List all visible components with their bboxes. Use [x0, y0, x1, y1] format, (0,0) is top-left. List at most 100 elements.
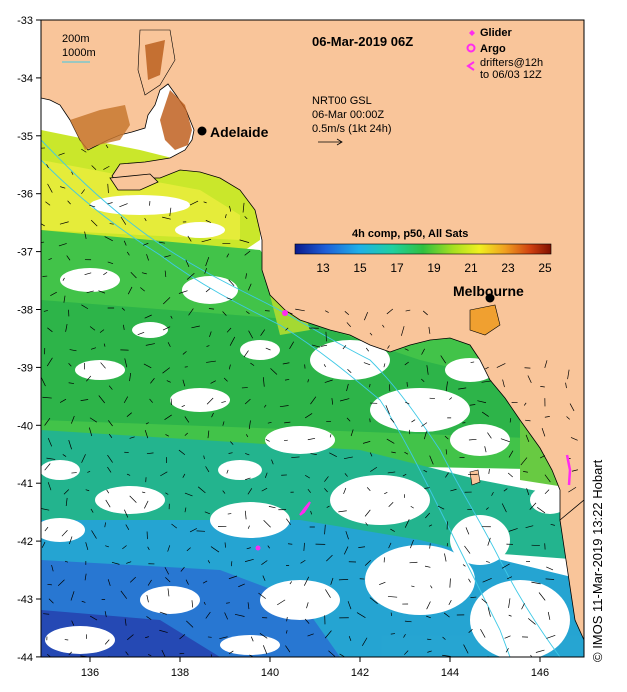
- current-arrow: [159, 611, 167, 615]
- current-arrow: [81, 454, 86, 463]
- current-arrow: [85, 489, 90, 492]
- current-arrow: [84, 272, 92, 276]
- current-arrow: [63, 489, 70, 495]
- current-arrow: [346, 417, 351, 422]
- current-arrow: [304, 413, 313, 419]
- current-arrow: [89, 615, 98, 621]
- current-arrow: [239, 239, 250, 243]
- current-arrow: [244, 477, 251, 481]
- current-arrow: [350, 429, 354, 437]
- current-arrow: [147, 579, 152, 586]
- current-arrow: [84, 573, 87, 581]
- current-arrow: [387, 596, 398, 598]
- current-arrow: [501, 503, 507, 513]
- current-arrow: [245, 311, 250, 314]
- current-arrow: [125, 651, 129, 656]
- current-arrow: [184, 492, 193, 497]
- current-arrow: [450, 488, 457, 492]
- current-arrow: [411, 419, 416, 423]
- current-arrow: [171, 523, 178, 529]
- current-arrow: [541, 428, 546, 437]
- current-arrow: [404, 620, 412, 623]
- current-arrow: [244, 510, 247, 520]
- current-arrow: [184, 416, 190, 423]
- current-arrow: [488, 468, 490, 475]
- bathy-legend-200m: 200m: [62, 33, 90, 45]
- current-arrow: [248, 330, 254, 339]
- current-arrow: [185, 259, 190, 268]
- current-arrow: [68, 651, 72, 656]
- city-label-adelaide: Adelaide: [210, 124, 269, 140]
- current-arrow: [226, 253, 230, 258]
- current-arrow: [210, 546, 220, 553]
- current-arrow: [126, 473, 131, 476]
- current-arrow: [481, 411, 489, 417]
- lat-tick-label: -43: [17, 594, 33, 606]
- current-arrow: [405, 309, 411, 312]
- current-arrow: [496, 363, 506, 368]
- current-arrow: [246, 547, 251, 550]
- current-arrow: [68, 382, 75, 384]
- current-arrow: [244, 558, 254, 562]
- current-arrow: [248, 420, 251, 430]
- bathymetry-contours: [41, 139, 561, 657]
- current-arrow: [247, 525, 250, 529]
- current-arrow: [247, 488, 253, 495]
- current-arrow: [81, 304, 89, 310]
- current-arrow: [44, 417, 51, 426]
- colorbar-tick-label: 15: [353, 261, 367, 275]
- current-arrow: [504, 635, 511, 639]
- current-arrow: [68, 440, 72, 450]
- current-arrow: [525, 525, 534, 529]
- current-arrow: [182, 379, 186, 387]
- current-arrow: [105, 144, 109, 149]
- current-arrow: [310, 396, 317, 405]
- current-arrow: [379, 581, 386, 586]
- current-arrow: [507, 472, 513, 478]
- current-arrow: [234, 613, 245, 617]
- current-arrow: [289, 581, 293, 585]
- current-arrow: [310, 453, 317, 455]
- current-arrow: [307, 633, 314, 637]
- current-legend-model: NRT00 GSL: [312, 95, 372, 107]
- melbourne-marker: [485, 293, 495, 303]
- current-arrow: [244, 250, 251, 256]
- current-arrow: [141, 272, 147, 275]
- current-arrow: [57, 579, 65, 586]
- current-arrow: [409, 561, 418, 564]
- current-arrow: [206, 397, 214, 405]
- current-arrow: [520, 457, 528, 466]
- current-arrow: [509, 418, 512, 423]
- current-arrow: [100, 362, 106, 369]
- current-arrow: [244, 216, 248, 220]
- map-plot-area: [41, 20, 584, 657]
- current-arrow: [361, 637, 368, 647]
- current-arrow: [203, 201, 207, 204]
- current-arrow: [81, 189, 85, 194]
- colorbar-ticks: 13 15 17 19 21 23 25: [316, 261, 552, 275]
- current-arrow: [306, 602, 309, 609]
- current-arrow: [208, 308, 215, 310]
- current-arrow: [64, 560, 69, 563]
- current-arrow: [305, 656, 307, 657]
- current-arrow: [129, 495, 137, 503]
- colorbar-tick-label: 19: [427, 261, 441, 275]
- current-arrow: [43, 613, 50, 615]
- current-arrow: [366, 487, 371, 492]
- lon-tick-label: 140: [261, 667, 279, 679]
- current-arrow: [470, 361, 475, 363]
- glider-track: [565, 454, 572, 486]
- current-arrow: [137, 331, 145, 336]
- current-arrow: [569, 403, 575, 412]
- current-arrow: [484, 446, 487, 453]
- current-arrow: [468, 629, 473, 633]
- current-arrow: [65, 497, 68, 507]
- current-arrow: [442, 636, 446, 640]
- lon-tick-label: 138: [171, 667, 189, 679]
- current-arrow: [65, 324, 68, 332]
- current-arrow: [342, 345, 347, 350]
- current-arrow: [262, 645, 268, 655]
- current-arrow: [41, 541, 46, 548]
- current-arrow: [68, 363, 72, 367]
- current-arrow: [445, 472, 449, 478]
